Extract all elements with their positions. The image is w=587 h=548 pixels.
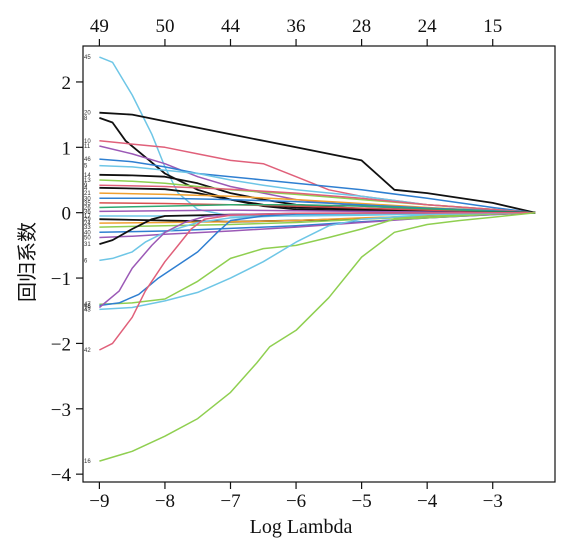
series-line-20	[99, 111, 536, 214]
series-line-16	[99, 211, 536, 462]
series-line-19	[98, 211, 536, 309]
series-end-label-47: 47	[84, 302, 91, 308]
y-tick-label: 1	[62, 138, 72, 159]
series-end-label-20: 20	[84, 111, 91, 117]
x-axis-ticks: −9 −8 −7 −6 −5 −4 −3	[89, 482, 503, 512]
series-end-label-29: 29	[84, 217, 91, 223]
y-tick-label: −3	[51, 400, 71, 421]
series-end-label-14: 14	[84, 173, 91, 179]
series-line-31	[99, 211, 536, 245]
series-end-label-13: 13	[84, 178, 91, 184]
series-line-48	[99, 211, 536, 307]
series-end-label-5: 5	[84, 164, 88, 170]
series-end-label-9: 9	[84, 183, 88, 189]
y-axis-title: 回归系数	[16, 222, 39, 302]
top-tick-label: 28	[352, 16, 371, 37]
series-line-26	[99, 204, 536, 214]
series-line-46	[99, 158, 536, 214]
x-tick-label: −8	[155, 491, 175, 512]
y-tick-label: −1	[51, 269, 71, 290]
top-axis-ticks: 49 50 44 36 28 24 15	[90, 16, 502, 46]
series-end-label-45: 45	[84, 55, 91, 61]
series-end-label-8: 8	[84, 116, 88, 122]
top-tick-label: 44	[221, 16, 241, 37]
y-tick-label: −4	[51, 465, 72, 486]
y-tick-label: 0	[62, 204, 72, 225]
series-end-label-31: 31	[84, 242, 91, 248]
series-line-9	[99, 184, 536, 214]
x-tick-label: −6	[286, 491, 306, 512]
series-end-label-33: 33	[84, 225, 91, 231]
y-tick-label: −2	[51, 334, 71, 355]
series-end-label-40: 40	[84, 230, 91, 236]
series-end-label-36: 36	[84, 209, 91, 215]
series-end-label-46: 46	[84, 157, 91, 163]
series-line-43	[99, 211, 536, 311]
series-end-label-10: 10	[84, 139, 91, 145]
series-end-label-50: 50	[84, 236, 91, 242]
top-tick-label: 15	[483, 16, 502, 37]
plot-frame	[82, 45, 556, 483]
series-end-label-4: 4	[84, 186, 88, 192]
x-tick-label: −4	[417, 491, 438, 512]
series-end-label-26: 26	[84, 205, 91, 211]
series-end-label-35: 35	[84, 201, 91, 207]
series-end-label-43: 43	[84, 307, 91, 313]
series-end-label-30: 30	[84, 196, 91, 202]
x-tick-label: −5	[352, 491, 372, 512]
x-tick-label: −3	[483, 491, 503, 512]
series-end-label-6: 6	[84, 258, 88, 264]
series-end-label-42: 42	[84, 348, 91, 354]
series-end-label-21: 21	[84, 191, 91, 197]
series-end-label-11: 11	[84, 144, 91, 150]
series-line-47	[99, 211, 536, 305]
top-tick-label: 24	[418, 16, 438, 37]
x-tick-label: −9	[89, 491, 109, 512]
series-end-label-24: 24	[84, 221, 91, 227]
top-tick-label: 36	[287, 16, 306, 37]
series-end-label-19: 19	[84, 305, 91, 311]
series-end-label-17: 17	[84, 214, 91, 220]
top-tick-label: 50	[155, 16, 174, 37]
series-end-label-48: 48	[84, 304, 91, 310]
series-line-42	[99, 211, 536, 351]
x-tick-label: −7	[220, 491, 240, 512]
series-end-label-16: 16	[84, 459, 91, 465]
top-tick-label: 49	[90, 16, 109, 37]
series-lines	[98, 56, 536, 462]
plot-border	[82, 45, 556, 483]
y-tick-label: 2	[62, 73, 72, 94]
x-axis-title: Log Lambda	[250, 516, 353, 538]
y-axis-ticks: −4 −3 −2 −1 0 1 2	[51, 73, 83, 486]
